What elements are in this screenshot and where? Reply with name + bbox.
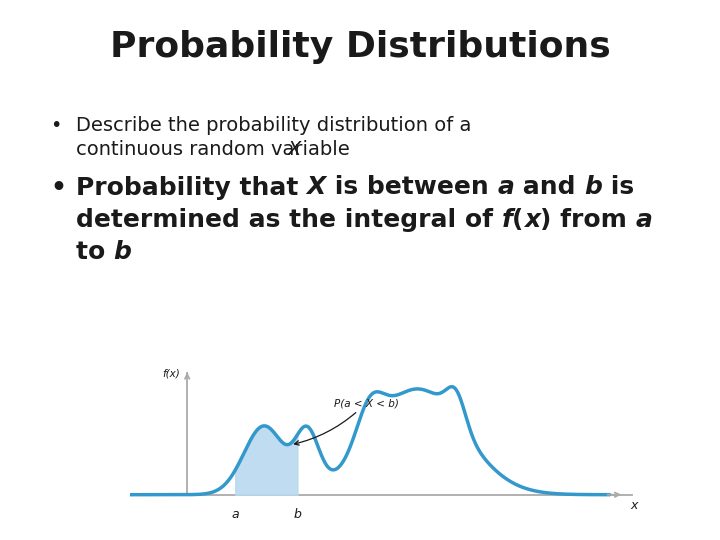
Text: f: f: [501, 208, 512, 232]
Text: •: •: [50, 176, 66, 199]
Text: determined as the integral of: determined as the integral of: [76, 208, 501, 232]
Text: is between: is between: [326, 176, 498, 199]
Text: x: x: [523, 208, 540, 232]
Text: Describe the probability distribution of a: Describe the probability distribution of…: [76, 116, 471, 135]
Text: to: to: [76, 240, 114, 264]
Text: P(a < X < b): P(a < X < b): [294, 398, 398, 445]
Text: Probability that: Probability that: [76, 176, 307, 199]
Text: a: a: [231, 508, 239, 521]
Text: •: •: [50, 116, 62, 135]
Text: is: is: [603, 176, 634, 199]
Text: X: X: [307, 176, 326, 199]
Text: ) from: ) from: [540, 208, 635, 232]
Text: continuous random variable: continuous random variable: [76, 140, 356, 159]
Text: x: x: [630, 499, 637, 512]
Text: and: and: [514, 176, 585, 199]
Text: f(x): f(x): [162, 368, 180, 378]
Text: b: b: [114, 240, 132, 264]
Text: Probability Distributions: Probability Distributions: [109, 30, 611, 64]
Text: a: a: [498, 176, 514, 199]
Text: a: a: [635, 208, 652, 232]
Text: b: b: [294, 508, 302, 521]
Text: X: X: [288, 140, 302, 159]
Text: (: (: [512, 208, 523, 232]
Text: b: b: [585, 176, 603, 199]
